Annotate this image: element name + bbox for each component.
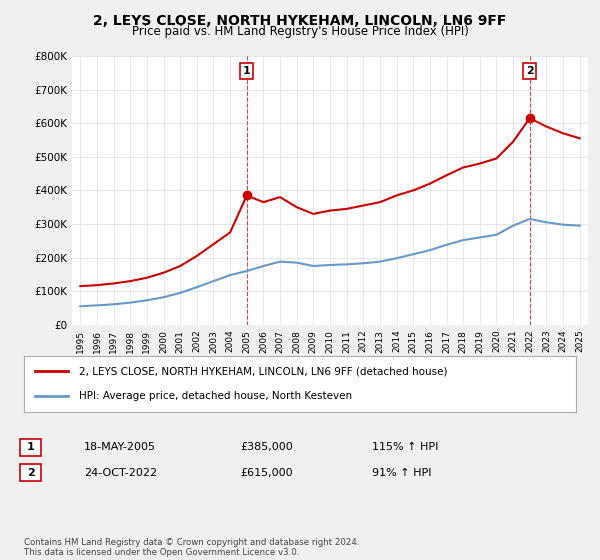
Text: £385,000: £385,000 (240, 442, 293, 452)
Text: 2, LEYS CLOSE, NORTH HYKEHAM, LINCOLN, LN6 9FF: 2, LEYS CLOSE, NORTH HYKEHAM, LINCOLN, L… (94, 14, 506, 28)
Text: 24-OCT-2022: 24-OCT-2022 (84, 468, 157, 478)
FancyBboxPatch shape (20, 464, 41, 481)
Text: 1: 1 (27, 442, 34, 452)
Text: 1: 1 (243, 66, 251, 76)
Text: HPI: Average price, detached house, North Kesteven: HPI: Average price, detached house, Nort… (79, 391, 352, 401)
Text: 2: 2 (27, 468, 34, 478)
Text: 2: 2 (526, 66, 533, 76)
Text: Contains HM Land Registry data © Crown copyright and database right 2024.
This d: Contains HM Land Registry data © Crown c… (24, 538, 359, 557)
Text: 2, LEYS CLOSE, NORTH HYKEHAM, LINCOLN, LN6 9FF (detached house): 2, LEYS CLOSE, NORTH HYKEHAM, LINCOLN, L… (79, 366, 448, 376)
FancyBboxPatch shape (20, 439, 41, 456)
Text: £615,000: £615,000 (240, 468, 293, 478)
Text: 91% ↑ HPI: 91% ↑ HPI (372, 468, 431, 478)
Text: Price paid vs. HM Land Registry's House Price Index (HPI): Price paid vs. HM Land Registry's House … (131, 25, 469, 38)
Text: 18-MAY-2005: 18-MAY-2005 (84, 442, 156, 452)
Text: 115% ↑ HPI: 115% ↑ HPI (372, 442, 439, 452)
